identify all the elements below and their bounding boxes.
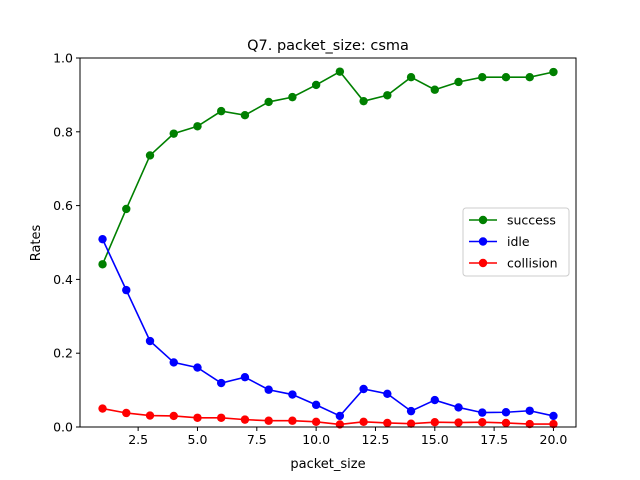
x-tick-label: 5.0 <box>188 432 208 447</box>
series-layer <box>98 67 558 429</box>
data-point-collision <box>454 418 463 427</box>
data-point-idle <box>288 390 297 399</box>
data-point-idle <box>430 395 439 405</box>
x-tick-label: 15.0 <box>421 432 449 447</box>
data-point-collision <box>383 418 392 428</box>
legend-marker <box>478 215 488 225</box>
data-point-success <box>501 72 511 82</box>
data-point-success <box>359 96 368 106</box>
data-point-success <box>288 92 297 102</box>
data-point-collision <box>478 418 487 427</box>
data-point-idle <box>311 400 321 410</box>
series-collision <box>98 404 558 429</box>
x-tick-label: 7.5 <box>247 432 267 447</box>
data-point-success <box>169 129 178 138</box>
data-point-idle <box>406 406 416 416</box>
series-idle <box>98 234 558 421</box>
data-point-idle <box>501 408 511 417</box>
data-point-idle <box>193 363 202 372</box>
y-axis-ticks: 0.0 0.2 0.4 0.6 0.8 1.0 <box>53 51 80 435</box>
data-point-idle <box>454 403 463 412</box>
x-axis-ticks: 2.5 5.0 7.5 10.0 12.5 15.0 17.5 20.0 <box>128 427 567 447</box>
data-point-success <box>454 77 463 87</box>
legend-label: idle <box>507 234 530 249</box>
x-tick-label: 10.0 <box>302 432 330 447</box>
chart-title: Q7. packet_size: csma <box>247 38 409 54</box>
data-point-collision <box>193 413 202 422</box>
legend-marker <box>478 258 488 268</box>
y-tick-label: 0.4 <box>53 272 73 287</box>
x-tick-label: 2.5 <box>128 432 148 447</box>
data-point-success <box>122 204 131 214</box>
legend-label: collision <box>507 256 558 271</box>
data-point-success <box>383 91 392 100</box>
x-tick-label: 17.5 <box>480 432 508 447</box>
data-point-collision <box>145 411 155 420</box>
data-point-idle <box>335 411 345 421</box>
y-tick-label: 1.0 <box>53 51 73 66</box>
data-point-success <box>217 106 226 116</box>
data-point-collision <box>406 419 416 428</box>
legend-marker <box>478 237 488 246</box>
data-point-collision <box>311 417 321 427</box>
data-point-collision <box>240 415 250 424</box>
legend: success idle collision <box>462 207 570 277</box>
data-point-idle <box>122 285 131 295</box>
data-point-idle <box>478 408 487 417</box>
data-point-success <box>145 151 155 160</box>
series-success <box>98 67 558 269</box>
y-tick-label: 0.0 <box>53 420 73 435</box>
x-tick-label: 20.0 <box>540 432 568 447</box>
data-point-success <box>478 72 487 82</box>
data-point-success <box>193 122 202 131</box>
data-point-collision <box>98 404 107 413</box>
data-point-success <box>98 260 107 269</box>
data-point-success <box>240 110 250 120</box>
legend-item-collision: collision <box>469 256 558 271</box>
legend-box <box>462 207 570 277</box>
y-tick-label: 0.8 <box>53 124 73 139</box>
data-point-success <box>311 80 321 90</box>
data-point-collision <box>169 411 178 421</box>
legend-item-success: success <box>469 213 556 228</box>
data-point-idle <box>217 378 226 388</box>
legend-item-idle: idle <box>469 234 530 249</box>
data-point-success <box>335 67 345 76</box>
x-tick-label: 12.5 <box>362 432 390 447</box>
data-point-idle <box>98 234 107 244</box>
y-axis-label: Rates <box>29 224 44 261</box>
y-tick-label: 0.6 <box>53 198 73 213</box>
data-point-idle <box>169 358 178 367</box>
data-point-collision <box>549 419 558 429</box>
x-axis-label: packet_size <box>290 457 365 472</box>
data-point-idle <box>240 372 250 382</box>
data-point-collision <box>288 416 297 425</box>
data-point-success <box>525 72 534 82</box>
data-point-idle <box>525 406 534 415</box>
data-point-collision <box>430 418 439 427</box>
data-point-success <box>549 67 558 77</box>
data-point-collision <box>264 416 273 425</box>
plot-frame <box>79 57 577 428</box>
data-point-idle <box>383 389 392 398</box>
data-point-idle <box>359 384 368 394</box>
data-point-collision <box>359 417 368 427</box>
y-tick-label: 0.2 <box>53 346 73 361</box>
data-point-collision <box>525 419 534 429</box>
data-point-idle <box>264 385 273 394</box>
data-point-success <box>264 97 273 107</box>
data-point-success <box>406 72 416 82</box>
legend-label: success <box>507 213 556 228</box>
data-point-idle <box>145 336 155 346</box>
data-point-collision <box>122 408 131 418</box>
data-point-success <box>430 85 439 94</box>
data-point-collision <box>501 418 511 428</box>
data-point-collision <box>217 413 226 422</box>
data-point-idle <box>549 411 558 421</box>
